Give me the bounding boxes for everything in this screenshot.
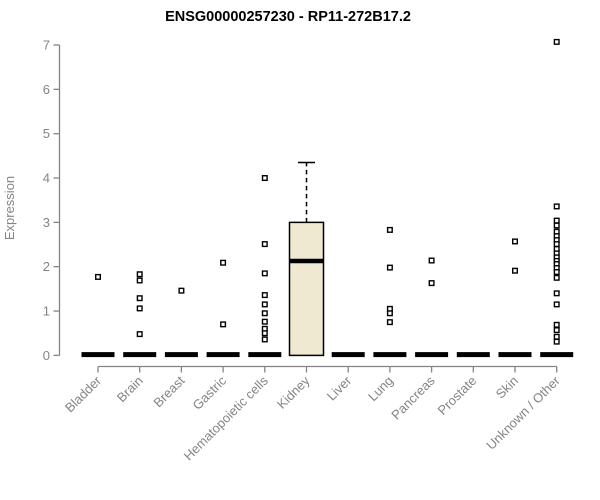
outlier-point (553, 333, 560, 340)
outlier-point (136, 295, 143, 302)
outlier-point (220, 321, 227, 328)
box (288, 221, 325, 357)
outlier-point (553, 217, 560, 224)
outlier-point (261, 336, 268, 343)
outlier-point (553, 321, 560, 328)
outlier-point (136, 331, 143, 338)
chart-title: ENSG00000257230 - RP11-272B17.2 (165, 9, 411, 25)
category-label: Kidney (274, 373, 313, 412)
y-tick-label: 5 (43, 126, 50, 141)
outlier-point (512, 267, 519, 274)
outlier-point (553, 338, 560, 345)
zero-box (206, 352, 240, 358)
category-label: Skin (493, 373, 521, 401)
y-axis-label: Expression (2, 176, 17, 240)
category-label: Liver (324, 373, 355, 404)
outlier-point (553, 222, 560, 229)
outlier-point (178, 287, 185, 294)
zero-box (81, 352, 115, 358)
y-tick-label: 0 (43, 348, 50, 363)
category-label: Gastric (190, 373, 230, 413)
outlier-point (261, 270, 268, 277)
y-tick-label: 6 (43, 82, 50, 97)
outlier-point (136, 277, 143, 284)
zero-box (123, 352, 157, 358)
outlier-point (553, 38, 560, 45)
category-label: Breast (150, 373, 187, 410)
outlier-point (553, 203, 560, 210)
outlier-point (512, 238, 519, 245)
outlier-point (386, 226, 393, 233)
y-tick-label: 7 (43, 38, 50, 53)
y-tick-label: 1 (43, 304, 50, 319)
outlier-point (261, 175, 268, 182)
outlier-point (428, 257, 435, 264)
outlier-point (553, 269, 560, 276)
outlier-point (261, 310, 268, 317)
outlier-point (261, 292, 268, 299)
zero-box (248, 352, 282, 358)
zero-box (331, 352, 365, 358)
outlier-point (220, 259, 227, 266)
outlier-point (386, 310, 393, 317)
outlier-point (261, 241, 268, 248)
outlier-point (428, 280, 435, 287)
outlier-point (386, 319, 393, 326)
outlier-point (553, 290, 560, 297)
y-tick-label: 2 (43, 259, 50, 274)
outlier-point (553, 327, 560, 334)
y-tick-label: 3 (43, 215, 50, 230)
category-label: Brain (114, 373, 146, 405)
outlier-point (136, 271, 143, 278)
zero-box (164, 352, 198, 358)
zero-box (456, 352, 490, 358)
zero-box (415, 352, 449, 358)
zero-box (498, 352, 532, 358)
outlier-point (136, 305, 143, 312)
outlier-point (553, 274, 560, 281)
category-label: Pancreas (388, 373, 438, 423)
outlier-point (261, 330, 268, 337)
outlier-point (94, 273, 101, 280)
category-label: Bladder (62, 373, 105, 416)
outlier-point (261, 301, 268, 308)
category-label: Unknown / Other (483, 373, 563, 453)
zero-box (373, 352, 407, 358)
zero-box (540, 352, 574, 358)
outlier-point (386, 264, 393, 271)
plot-area (81, 38, 574, 358)
outlier-point (553, 241, 560, 248)
outlier-point (553, 301, 560, 308)
y-tick-label: 4 (43, 171, 50, 186)
category-label: Lung (365, 373, 396, 404)
outlier-point (261, 318, 268, 325)
category-label: Prostate (435, 373, 480, 418)
